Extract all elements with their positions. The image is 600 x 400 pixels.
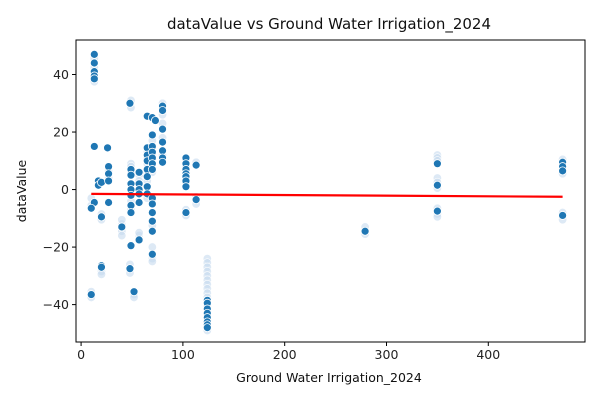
plot-area: [76, 40, 585, 342]
data-point: [97, 262, 106, 272]
x-tick-label: 100: [171, 347, 195, 362]
data-point: [432, 159, 442, 169]
data-point: [147, 216, 157, 226]
y-tick-label: −20: [43, 240, 69, 255]
halo-point: [117, 231, 127, 241]
data-point: [97, 212, 106, 222]
data-point: [126, 208, 136, 217]
x-tick-label: 300: [375, 347, 399, 362]
data-point: [432, 180, 442, 190]
data-point: [89, 142, 99, 151]
trend-line: [91, 192, 563, 198]
data-point: [125, 98, 135, 108]
data-point: [103, 143, 112, 153]
data-point: [191, 195, 201, 205]
data-point: [129, 287, 139, 297]
data-point: [126, 241, 136, 251]
data-point: [147, 130, 157, 140]
y-tick-label: 0: [61, 182, 69, 197]
data-point: [126, 190, 136, 200]
chart-title: dataValue vs Ground Water Irrigation_202…: [167, 15, 491, 34]
data-point: [147, 165, 157, 174]
data-point: [117, 222, 127, 232]
data-point: [86, 203, 96, 213]
data-point: [360, 226, 370, 236]
data-point: [158, 106, 167, 115]
data-point: [147, 208, 157, 217]
data-point: [432, 206, 442, 216]
data-point: [125, 264, 135, 274]
y-tick-label: 40: [53, 67, 69, 82]
data-point: [158, 157, 167, 167]
data-point: [181, 182, 191, 192]
data-point: [97, 177, 106, 187]
x-tick-label: 0: [77, 347, 85, 362]
x-axis-label: Ground Water Irrigation_2024: [236, 370, 422, 385]
data-point: [126, 170, 136, 180]
data-point: [151, 116, 160, 125]
data-point: [104, 176, 113, 186]
y-tick-label: 20: [53, 125, 69, 140]
data-point: [89, 49, 99, 59]
data-point: [89, 74, 99, 84]
data-point: [558, 211, 568, 220]
x-tick-label: 400: [476, 347, 500, 362]
data-point: [558, 166, 568, 176]
data-point: [158, 137, 167, 147]
y-tick-label: −40: [43, 297, 69, 312]
data-point: [134, 198, 144, 207]
data-point: [191, 160, 201, 170]
plot-frame: [75, 39, 586, 343]
trend-line-group: [91, 192, 563, 198]
data-point: [158, 124, 167, 134]
x-axis-ticks: 0 100 200 300 400: [77, 342, 500, 362]
data-point: [181, 208, 191, 217]
y-axis-label: dataValue: [14, 159, 29, 222]
x-tick-label: 200: [273, 347, 297, 362]
data-point: [134, 235, 144, 245]
y-axis-ticks: −40 −20 0 20 40: [43, 67, 76, 312]
data-point: [89, 58, 99, 68]
data-point: [202, 323, 212, 333]
data-point: [147, 199, 157, 209]
data-point: [147, 249, 157, 259]
data-point: [142, 172, 152, 182]
data-point: [86, 290, 96, 299]
data-point: [147, 226, 157, 236]
data-points: [86, 49, 568, 333]
data-point: [134, 167, 144, 177]
data-point: [104, 198, 113, 207]
